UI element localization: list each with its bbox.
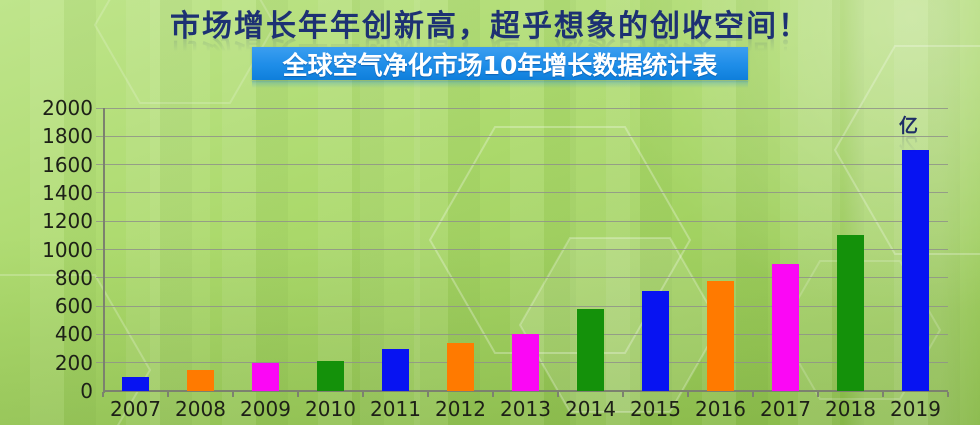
- bar: [707, 280, 734, 391]
- x-axis-label: 2011: [370, 397, 421, 421]
- gridline: [96, 305, 948, 307]
- x-tick: [362, 392, 364, 397]
- bar: [252, 362, 279, 391]
- bar: [447, 342, 474, 391]
- x-axis-label: 2016: [695, 397, 746, 421]
- gridline: [96, 107, 948, 109]
- bar: [642, 290, 669, 391]
- x-axis-label: 2010: [305, 397, 356, 421]
- gridline: [96, 135, 948, 137]
- y-axis-label: 0: [80, 379, 93, 403]
- bar: [902, 150, 929, 391]
- y-axis-label: 2000: [42, 96, 93, 120]
- y-axis-line: [103, 108, 105, 393]
- x-axis-label: 2018: [825, 397, 876, 421]
- chart-title-banner: 全球空气净化市场10年增长数据统计表: [252, 47, 748, 80]
- y-axis-label: 1800: [42, 124, 93, 149]
- unit-label: 亿: [898, 115, 918, 137]
- y-axis-label: 1600: [42, 152, 93, 177]
- x-axis-label: 2009: [240, 397, 291, 421]
- x-axis-label: 2017: [760, 397, 811, 421]
- bar: [772, 263, 799, 391]
- bar: [122, 376, 149, 391]
- unit-label-reflection: 亿: [898, 133, 918, 155]
- x-axis-label: 2013: [500, 397, 551, 421]
- x-axis-label: 2008: [175, 397, 226, 421]
- x-axis-label: 2019: [890, 397, 941, 421]
- x-tick: [167, 392, 169, 397]
- x-axis-label: 2015: [630, 397, 681, 421]
- y-axis-label: 600: [54, 294, 93, 319]
- bar: [512, 334, 539, 391]
- x-axis-label: 2007: [110, 397, 161, 421]
- bar: [577, 308, 604, 391]
- x-axis-label: 2012: [435, 397, 486, 421]
- gridline: [96, 249, 948, 250]
- bar: [382, 348, 409, 391]
- x-tick: [817, 392, 819, 397]
- y-axis-label: 1000: [42, 237, 93, 262]
- x-axis-line: [103, 390, 948, 392]
- x-tick: [947, 392, 949, 397]
- x-tick: [557, 392, 559, 397]
- x-tick: [687, 392, 689, 397]
- x-tick: [297, 392, 299, 397]
- bar: [837, 235, 864, 391]
- gridline: [96, 277, 948, 279]
- y-axis-label: 200: [54, 350, 93, 375]
- x-tick: [427, 392, 429, 397]
- y-axis-label: 800: [54, 265, 93, 290]
- x-axis-label: 2014: [565, 397, 616, 421]
- chart-title: 全球空气净化市场10年增长数据统计表: [282, 50, 718, 80]
- y-axis-label: 1400: [42, 180, 93, 205]
- bar: [317, 361, 344, 391]
- x-tick: [882, 392, 884, 397]
- chart-title-banner-reflection: [252, 81, 748, 88]
- y-axis-label: 1200: [42, 209, 93, 234]
- y-axis-label: 400: [54, 322, 93, 347]
- x-tick: [752, 392, 754, 397]
- gridline: [96, 192, 948, 194]
- bar: [187, 369, 214, 391]
- gridline: [96, 220, 948, 222]
- gridline: [96, 164, 948, 166]
- x-tick: [102, 392, 104, 397]
- x-tick: [232, 392, 234, 397]
- x-tick: [622, 392, 624, 397]
- page-title: 市场增长年年创新高，超乎想象的创收空间！: [170, 9, 810, 44]
- x-tick: [492, 392, 494, 397]
